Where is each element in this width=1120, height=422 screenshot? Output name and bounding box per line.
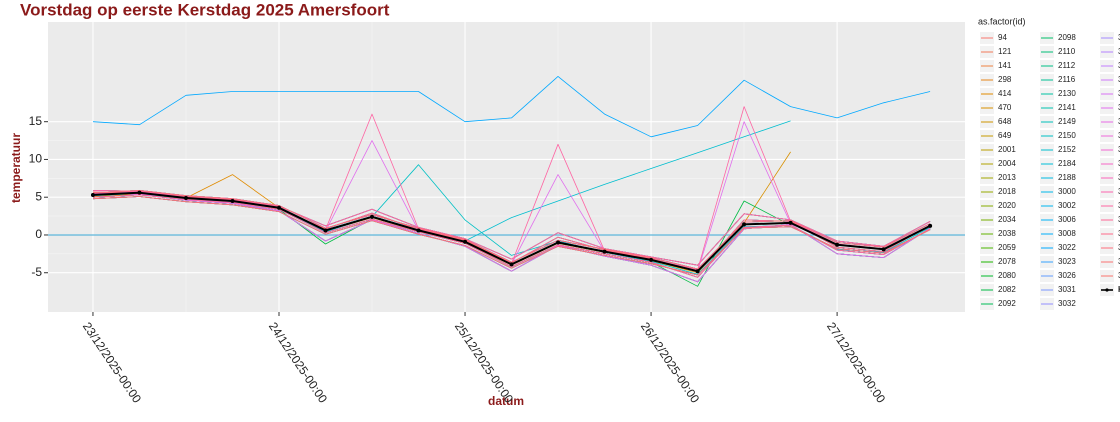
legend-label: 2152 [1058, 145, 1076, 154]
legend-label: 3031 [1058, 285, 1076, 294]
plot-panel [48, 22, 965, 312]
y-axis-label: temperatuur [9, 133, 23, 203]
legend-label: 2078 [998, 257, 1016, 266]
legend-label: 3026 [1058, 271, 1076, 280]
legend-label: 3042 [1118, 89, 1120, 98]
x-tick-label: 24/12/2025-00:00 [266, 320, 330, 406]
series-marker [90, 192, 95, 197]
chart-title: Vorstdag op eerste Kerstdag 2025 Amersfo… [20, 0, 390, 19]
series-marker [323, 228, 328, 233]
series-marker [835, 242, 840, 247]
series-marker [137, 190, 142, 195]
legend-label: 3041 [1118, 75, 1120, 84]
series-marker [416, 228, 421, 233]
legend-label: 3044 [1118, 117, 1120, 126]
x-tick-label: 25/12/2025-00:00 [452, 320, 516, 406]
series-marker [370, 214, 375, 219]
legend-label: 2038 [998, 229, 1016, 238]
legend-label: 298 [998, 75, 1012, 84]
x-tick-label: 23/12/2025-00:00 [80, 320, 144, 406]
legend-label: 3035 [1118, 47, 1120, 56]
series-marker [881, 247, 886, 252]
legend-label: 3032 [1058, 299, 1076, 308]
legend-label: 3043 [1118, 103, 1120, 112]
legend-label: 3046 [1118, 145, 1120, 154]
series-marker [276, 205, 281, 210]
legend-label: 2188 [1058, 173, 1076, 182]
legend-key-marker [1105, 288, 1109, 292]
x-axis-label: datum [488, 394, 524, 408]
legend-label: 3022 [1058, 243, 1076, 252]
series-marker [928, 223, 933, 228]
legend-label: 2013 [998, 173, 1016, 182]
legend-label: 3033 [1118, 33, 1120, 42]
series-marker [742, 222, 747, 227]
legend-label: 2001 [998, 145, 1016, 154]
legend-label: 3023 [1058, 257, 1076, 266]
y-tick-label: 15 [29, 114, 43, 128]
x-tick-label: 26/12/2025-00:00 [638, 320, 702, 406]
y-tick-label: -5 [31, 265, 42, 279]
legend-label: 3049 [1118, 187, 1120, 196]
y-tick-label: 0 [35, 227, 42, 241]
legend-label: 2080 [998, 271, 1016, 280]
legend-label: 2130 [1058, 89, 1076, 98]
legend-label: 649 [998, 131, 1012, 140]
legend-label: 3008 [1058, 229, 1076, 238]
y-tick-label: 10 [29, 152, 43, 166]
y-tick-label: 5 [35, 189, 42, 203]
legend-label: 2004 [998, 159, 1016, 168]
legend-label: 2150 [1058, 131, 1076, 140]
x-tick-label: 27/12/2025-00:00 [824, 320, 888, 406]
legend-label: 2098 [1058, 33, 1076, 42]
legend-label: 414 [998, 89, 1012, 98]
series-line [92, 196, 931, 276]
legend-label: 3047 [1118, 159, 1120, 168]
legend-label: 2059 [998, 243, 1016, 252]
legend-label: 3006 [1058, 215, 1076, 224]
series-marker [649, 257, 654, 262]
legend-label: KNMI [1118, 285, 1120, 294]
legend-label: 3055 [1118, 229, 1120, 238]
legend-label: 2092 [998, 299, 1016, 308]
legend-label: 2112 [1058, 61, 1076, 70]
legend-label: 470 [998, 103, 1012, 112]
legend-label: 2149 [1058, 117, 1076, 126]
legend-label: 2141 [1058, 103, 1076, 112]
series-line [92, 190, 931, 270]
series-marker [509, 262, 514, 267]
legend-label: 2082 [998, 285, 1016, 294]
legend-label: 2184 [1058, 159, 1076, 168]
legend-label: 3045 [1118, 131, 1120, 140]
legend-label: 3059 [1118, 271, 1120, 280]
legend-label: 3052 [1118, 215, 1120, 224]
legend-label: 3058 [1118, 257, 1120, 266]
legend-label: 2110 [1058, 47, 1076, 56]
legend-label: 2020 [998, 201, 1016, 210]
legend-label: 3048 [1118, 173, 1120, 182]
series-marker [695, 269, 700, 274]
series-marker [463, 239, 468, 244]
legend-label: 648 [998, 117, 1012, 126]
legend-label: 94 [998, 33, 1007, 42]
series-marker [183, 195, 188, 200]
series-line [92, 76, 931, 138]
legend-label: 3057 [1118, 243, 1120, 252]
legend-label: 3050 [1118, 201, 1120, 210]
legend-label: 121 [998, 47, 1012, 56]
legend-label: 2034 [998, 215, 1016, 224]
legend-label: 141 [998, 61, 1012, 70]
legend-label: 3040 [1118, 61, 1120, 70]
series-marker [230, 198, 235, 203]
series-marker [556, 240, 561, 245]
series-marker [788, 220, 793, 225]
series-marker [602, 249, 607, 254]
legend-label: 3000 [1058, 187, 1076, 196]
legend-label: 3002 [1058, 201, 1076, 210]
legend-label: 2018 [998, 187, 1016, 196]
legend-label: 2116 [1058, 75, 1076, 84]
legend-title: as.factor(id) [978, 16, 1026, 26]
